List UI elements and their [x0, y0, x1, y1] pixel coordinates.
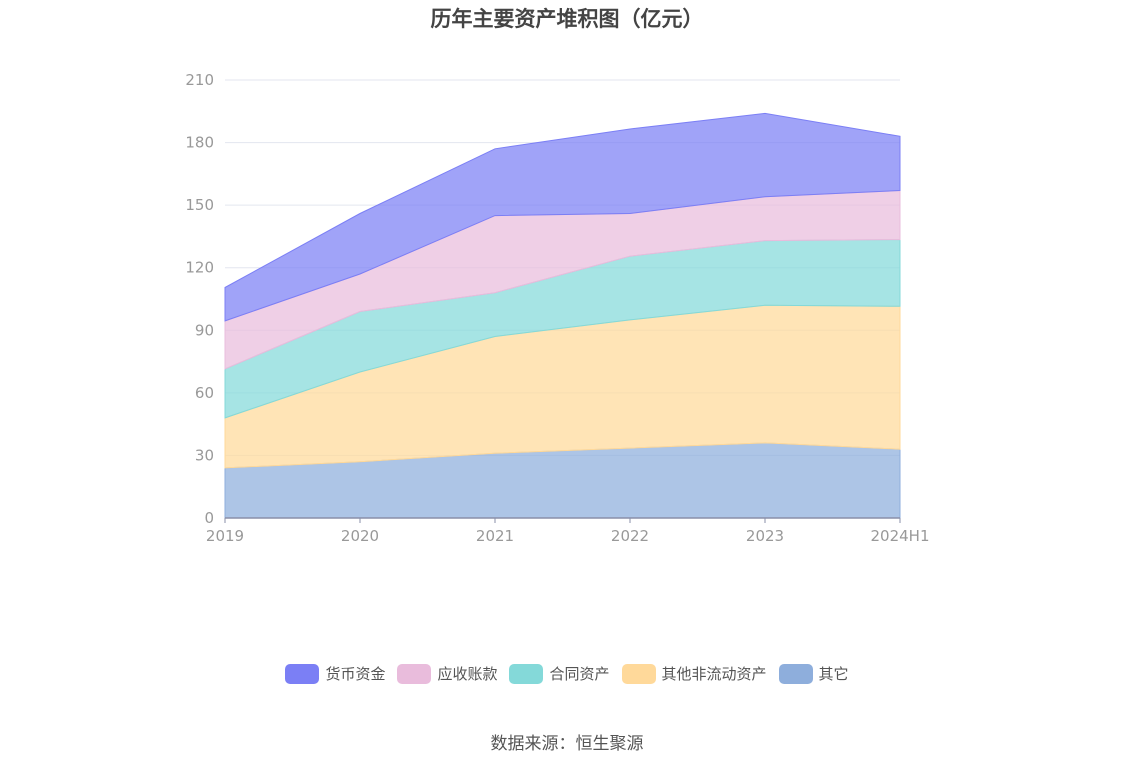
y-tick-label: 90 [195, 321, 214, 339]
legend-swatch [621, 663, 656, 684]
legend-item[interactable]: 其他非流动资产 [621, 663, 767, 684]
legend-item[interactable]: 应收账款 [397, 663, 497, 684]
x-tick-label: 2022 [611, 527, 649, 545]
data-source: 数据来源：恒生聚源 [490, 734, 644, 754]
legend-swatch [509, 663, 544, 684]
legend-label: 货币资金 [325, 665, 386, 683]
y-tick-label: 120 [185, 259, 214, 277]
y-tick-label: 180 [185, 134, 214, 152]
legend-label: 其它 [818, 665, 849, 683]
area-series-4 [224, 112, 901, 322]
x-tick-label: 2019 [206, 527, 244, 545]
axes: 0 30 60 90 120 150 180 210 2019 2020 2021 2022 2023 2… [185, 71, 929, 545]
legend-item[interactable]: 货币资金 [285, 663, 385, 684]
x-tick-label: 2023 [746, 527, 784, 545]
chart-plot: 0 30 60 90 120 150 180 210 2019 2020 2021 2022 2023 2… [185, 71, 929, 545]
area-series [224, 112, 901, 519]
legend-item[interactable]: 合同资产 [509, 663, 610, 684]
legend: 货币资金 应收账款 合同资产 其他非流动资产 其它 [0, 663, 1134, 684]
x-tick-label: 2024H1 [871, 527, 930, 545]
y-tick-label: 60 [195, 384, 214, 402]
legend-label: 合同资产 [549, 665, 610, 683]
legend-swatch [285, 663, 320, 684]
legend-item[interactable]: 其它 [778, 663, 849, 684]
legend-swatch [778, 663, 813, 684]
x-tick-label: 2020 [341, 527, 379, 545]
legend-label: 应收账款 [437, 665, 498, 683]
y-tick-label: 150 [185, 196, 214, 214]
legend-label: 其他非流动资产 [661, 665, 767, 683]
x-tick-label: 2021 [476, 527, 514, 545]
y-tick-label: 30 [195, 446, 214, 464]
chart-title: 历年主要资产堆积图（亿元） [430, 7, 704, 31]
legend-swatch [397, 663, 432, 684]
y-tick-label: 0 [204, 509, 214, 527]
y-tick-label: 210 [185, 71, 214, 89]
